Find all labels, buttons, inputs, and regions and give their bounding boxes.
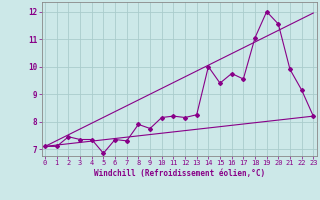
X-axis label: Windchill (Refroidissement éolien,°C): Windchill (Refroidissement éolien,°C) <box>94 169 265 178</box>
